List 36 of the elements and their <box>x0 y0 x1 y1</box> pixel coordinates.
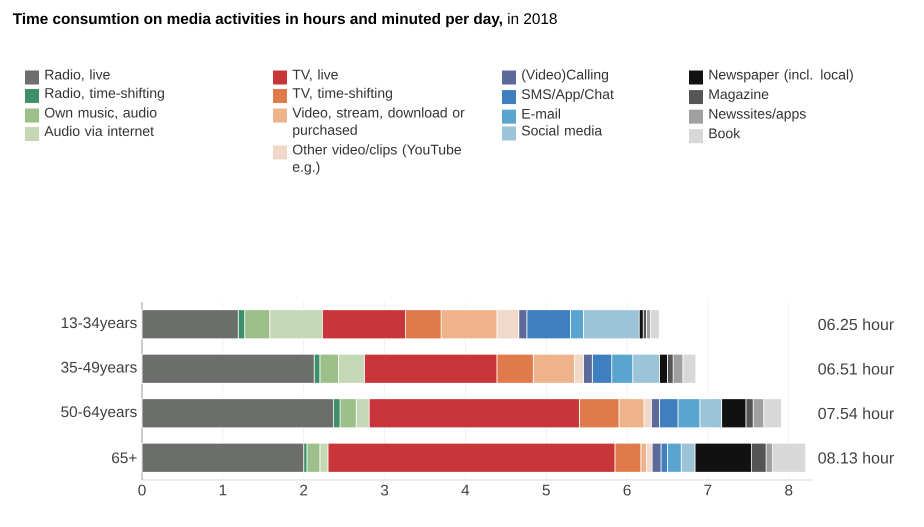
x-tick-label: 7 <box>704 484 712 496</box>
legend-label: TV, time-shifting <box>292 88 392 101</box>
x-tick-label: 0 <box>138 484 146 496</box>
x-tick-label: 1 <box>220 484 226 496</box>
legend-label: Newssites/apps <box>709 108 806 122</box>
legend-label: Audio via internet <box>44 126 154 136</box>
text: 08.13 hour <box>818 452 894 464</box>
legend-label: Book <box>709 128 740 138</box>
y-tick-label: 65+ <box>112 452 137 464</box>
legend-label: Magazine <box>709 88 768 102</box>
x-tick-label: 8 <box>785 484 792 496</box>
text: 06.51 hour <box>818 362 894 375</box>
y-tick-label: 35-49years <box>61 362 137 376</box>
legend-label: Other video/clips (YouTube e.g.) <box>292 144 462 175</box>
legend-label: E-mail <box>522 108 560 119</box>
y-tick-label: 13-34years <box>62 317 137 332</box>
x-tick-label: 5 <box>542 484 550 496</box>
legend-label: Newspaper (incl. local) <box>709 69 853 82</box>
x-tick-label: 2 <box>300 484 308 496</box>
text: 07.54 hour <box>818 407 894 420</box>
chart-title: Time consumtion on media activities in hours and minuted per day, in 2018 <box>12 12 557 28</box>
bar <box>142 442 304 473</box>
legend-label: (Video)Calling <box>522 69 608 82</box>
legend-label: SMS/App/Chat <box>522 88 614 102</box>
legend-label: Social media <box>522 125 602 136</box>
x-tick-label: 6 <box>624 484 631 496</box>
legend-label: Own music, audio <box>44 107 156 120</box>
legend-label: Radio, time-shifting <box>45 88 164 101</box>
legend-label: Video, stream, download or purchased <box>292 107 465 138</box>
legend-label: TV, live <box>292 69 338 82</box>
x-tick-label: 4 <box>461 484 470 496</box>
y-tick-label: 50-64years <box>61 406 137 420</box>
x-tick-label: 3 <box>380 484 388 496</box>
text: 06.25 hour <box>818 318 894 330</box>
bar <box>650 309 660 340</box>
legend-label: Radio, live <box>45 69 110 82</box>
